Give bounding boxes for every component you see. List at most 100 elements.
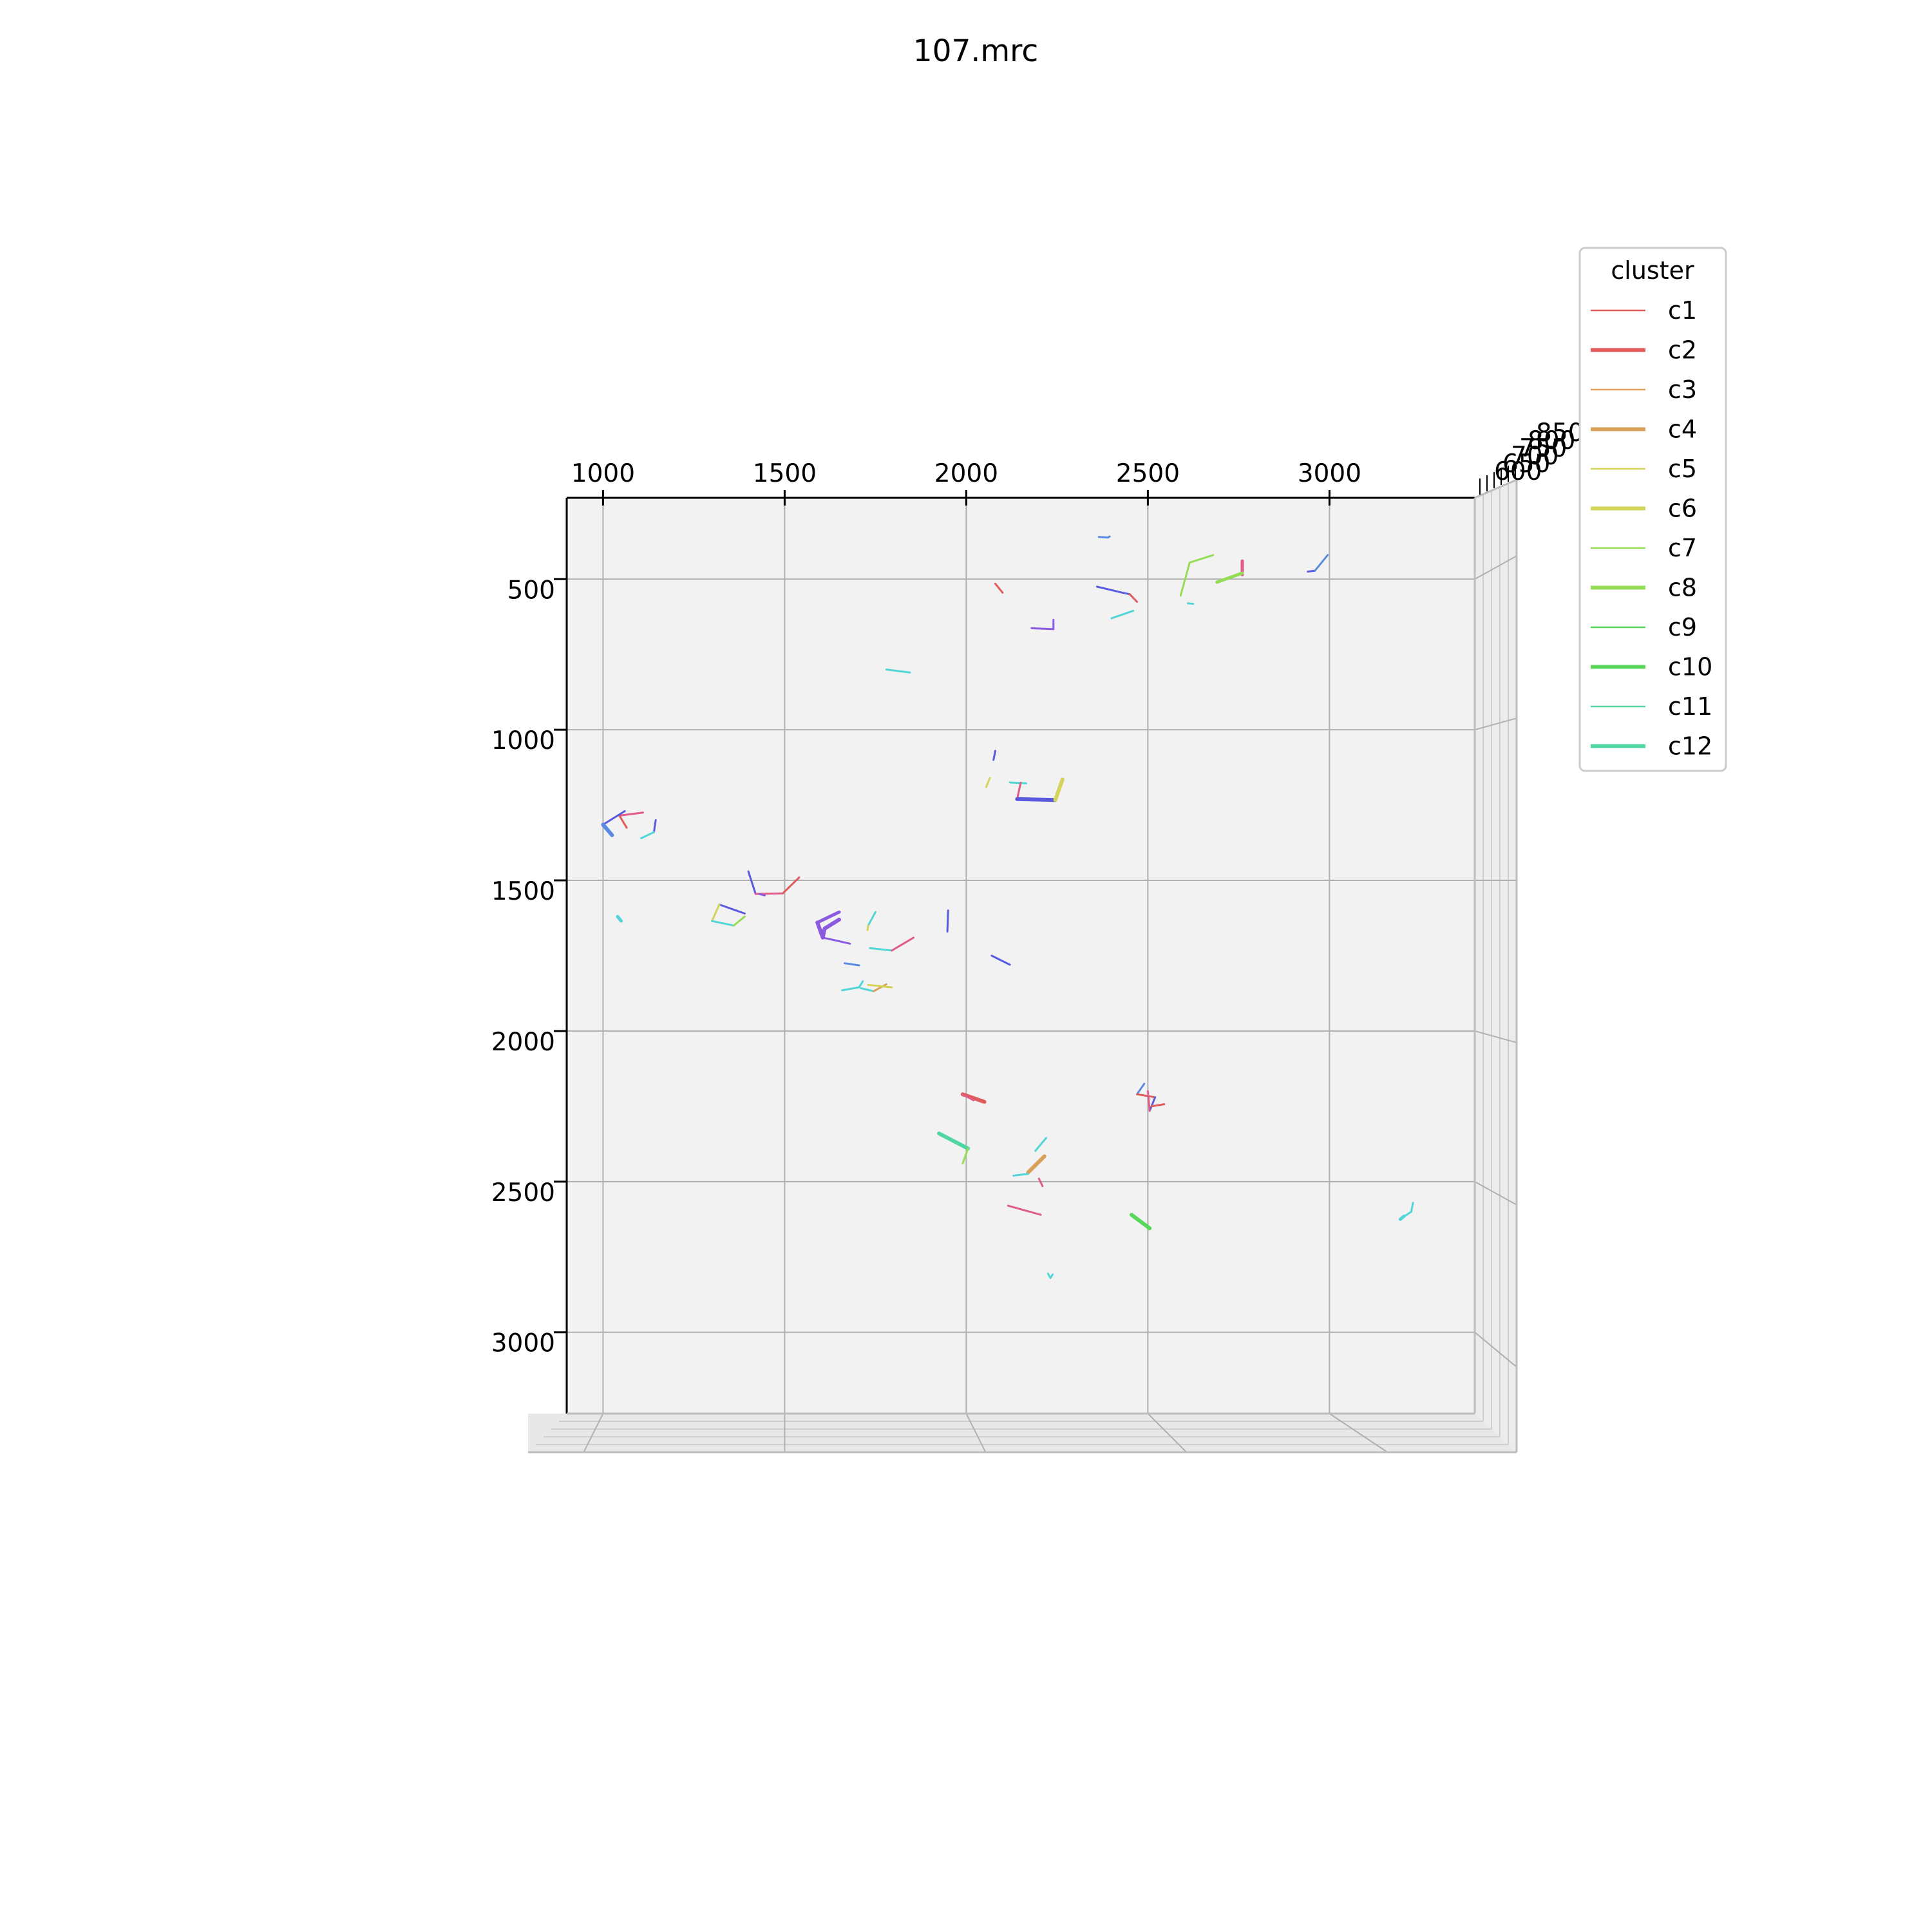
cluster-segment [860,987,875,992]
legend-label: c5 [1668,455,1697,483]
legend-entry-c6: c6 [1591,495,1697,523]
x-tick-label: 2000 [934,459,998,488]
cluster-segment [1146,1090,1151,1112]
legend-label: c7 [1668,534,1697,562]
axes-panes [528,480,1517,1452]
cluster-segment [601,822,614,837]
x-floor-gridline [965,1413,987,1453]
y-tick-label: 500 [507,576,555,605]
cluster-segment [1136,1083,1146,1095]
cluster-segment [1097,535,1111,539]
cluster-segment [1037,1177,1044,1188]
chart-title: 107.mrc [913,33,1039,69]
x-tick-label: 1000 [571,459,635,488]
x-floor-gridline [1147,1413,1188,1453]
cluster-segment [1016,782,1022,800]
cluster-segment [1007,1204,1042,1216]
cluster-segment [640,831,655,840]
legend-entry-c4: c4 [1591,415,1697,444]
cluster-segment [732,915,746,927]
cluster-segment [718,904,746,914]
z-tick-label: 700 [1511,442,1558,471]
cluster-segment [1148,1096,1157,1112]
cluster-segment [747,870,757,895]
legend-entry-c3: c3 [1591,375,1697,404]
cluster-segment [891,936,915,952]
legend-entry-c5: c5 [1591,455,1697,483]
cluster-segment [1053,777,1065,802]
z-tick-label: 750 [1519,434,1567,463]
y-tick-label: 2500 [491,1179,555,1208]
cluster-segment [711,904,721,922]
legend-label: c11 [1668,692,1712,721]
cluster-segment [1215,571,1244,584]
cluster-segment [992,750,996,761]
legend-label: c1 [1668,296,1697,325]
cluster-segment [1179,554,1215,597]
cluster-segment [985,777,991,788]
legend-box [1578,247,1727,772]
legend-label: c3 [1668,375,1697,404]
y-wall-gridline [1474,1180,1517,1206]
legend-label: c12 [1668,732,1712,761]
legend-entry-c1: c1 [1591,296,1697,325]
cluster-segment [601,810,626,826]
cluster-segment [616,914,623,923]
y-axis-ticks: 500 1000 1500 2000 2500 3000 [491,576,567,1358]
cluster-segment [1046,1273,1054,1279]
legend: cluster c1 c2 c3 c4 c5 c6 c7 c8 c9 c10 c11 c12 [1578,247,1727,772]
cluster-segment [1150,1103,1166,1108]
y-wall-gridline [1474,1331,1517,1368]
legend-label: c9 [1668,613,1697,641]
x-tick-label: 2500 [1116,459,1180,488]
cluster-segment [885,668,911,674]
cluster-segment [867,983,893,989]
legend-entry-c10: c10 [1591,653,1712,681]
x-tick-label: 3000 [1298,459,1361,488]
cluster-segment [1095,585,1131,596]
cluster-segment [782,876,800,895]
cluster-segment [618,815,628,829]
cluster-segment [1030,618,1055,630]
x-axis-ticks: 1000 1500 2000 2500 3000 [571,459,1361,506]
cluster-segment [758,893,766,896]
cluster-segment [1130,1213,1152,1231]
y-tick-label: 3000 [491,1329,555,1358]
cluster-segment [937,1132,971,1151]
legend-entries: c1 c2 c3 c4 c5 c6 c7 c8 c9 c10 c11 c12 [1591,296,1712,761]
legend-entry-c12: c12 [1591,732,1712,761]
legend-label: c4 [1668,415,1697,444]
legend-entry-c7: c7 [1591,534,1697,562]
plot-area [567,498,1475,1414]
x-floor-gridline [1329,1413,1388,1453]
legend-label: c10 [1668,653,1712,681]
cluster-segment [815,917,841,940]
cluster-segment [946,909,949,933]
cluster-segment [1012,1173,1029,1177]
cluster-segment [1034,1137,1047,1152]
y-tick-label: 2000 [491,1028,555,1057]
cluster-segment [1009,781,1027,784]
y-tick-label: 1000 [491,726,555,755]
cluster-segment [961,1147,969,1165]
y-wall-gridline [1474,1030,1517,1043]
data-segments [601,535,1414,1279]
cluster-segment [618,811,644,817]
cluster-segment [869,947,893,952]
z-tick-label: 800 [1528,426,1575,455]
cluster-segment [711,920,735,927]
cluster-segment [1398,1215,1406,1221]
y-tick-label: 1500 [491,877,555,906]
grid [528,480,1517,1453]
legend-label: c8 [1668,574,1697,602]
z-tick-label: 850 [1536,419,1584,448]
legend-entry-c11: c11 [1591,692,1712,721]
box-edge [1474,478,1517,499]
cluster-segment [1186,602,1195,605]
cluster-segment [1314,554,1329,572]
legend-entry-c8: c8 [1591,574,1697,602]
z-tick-label: 650 [1502,450,1550,478]
cluster-segment [867,911,876,927]
